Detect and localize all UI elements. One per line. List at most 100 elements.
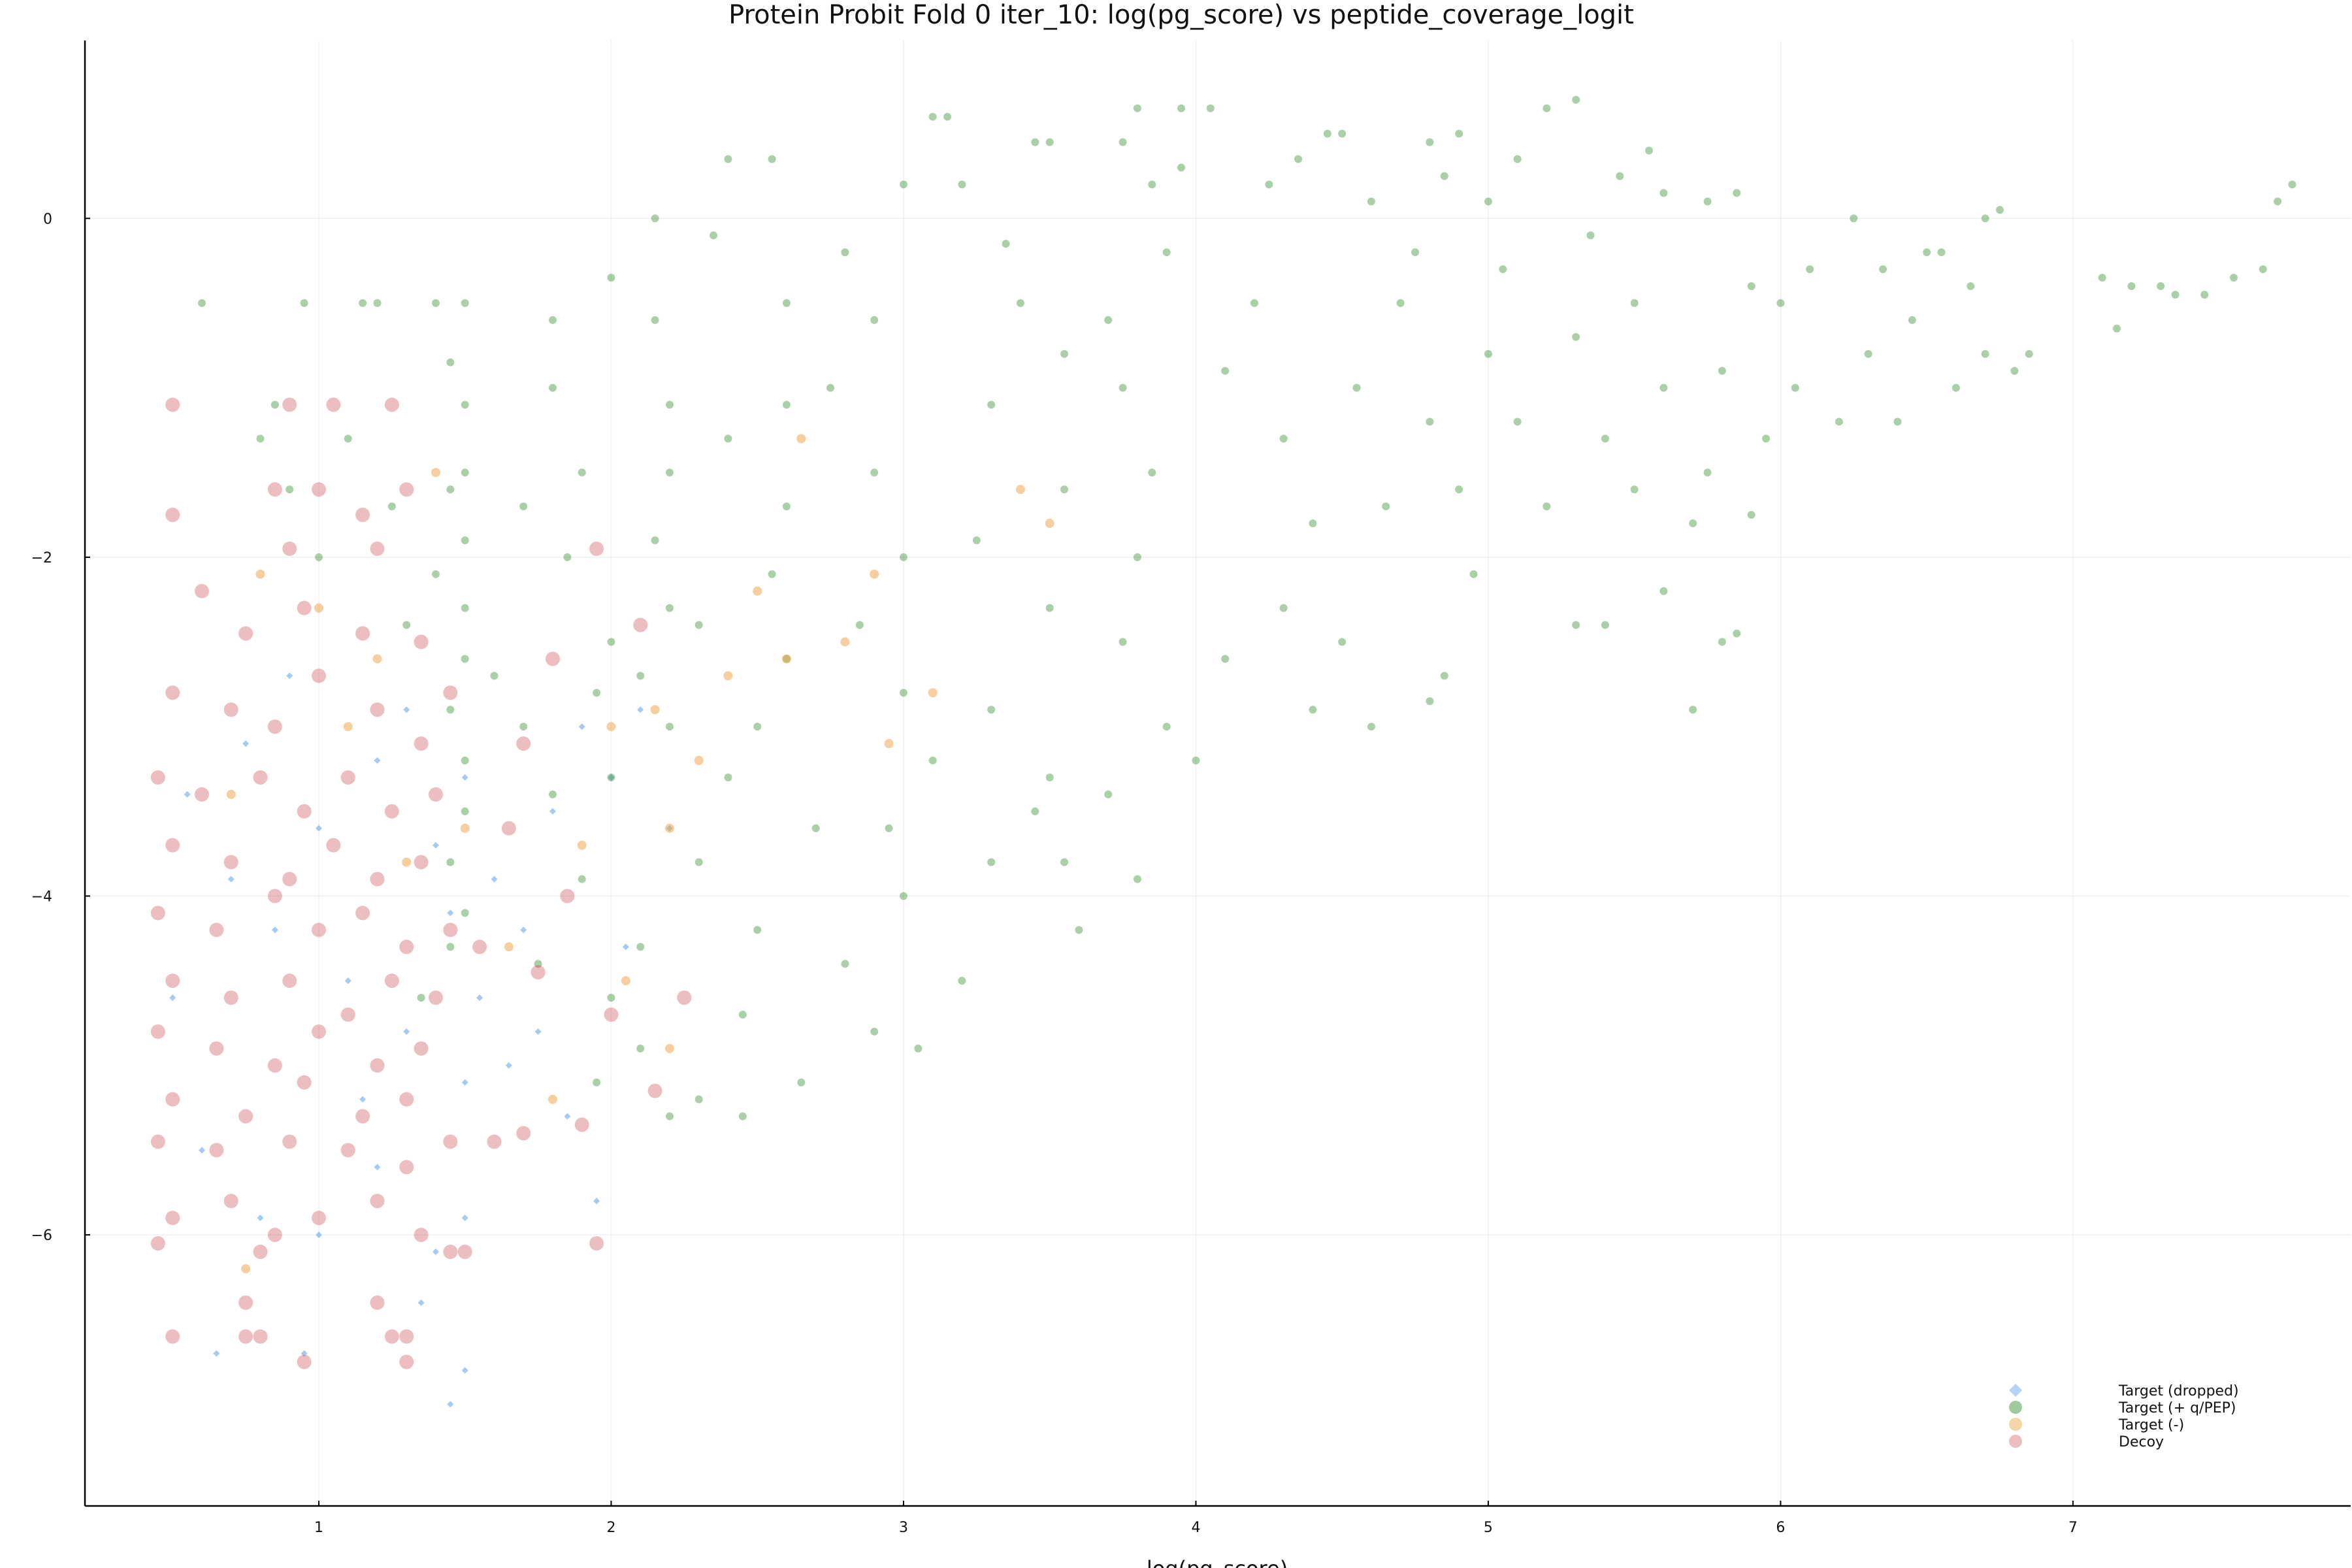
- decoy-point: [574, 1117, 589, 1132]
- target-q-pep-point: [387, 502, 396, 511]
- target-q-pep-point: [1031, 807, 1039, 815]
- chart-title: Protein Probit Fold 0 iter_10: log(pg_sc…: [728, 0, 1634, 30]
- target-q-pep-point: [1367, 197, 1375, 206]
- target-q-pep-point: [1499, 265, 1507, 274]
- target-dropped-point: [622, 943, 629, 951]
- target-q-pep-point: [1543, 104, 1551, 112]
- target-q-pep-point: [461, 604, 469, 612]
- target-q-pep-point: [914, 1044, 923, 1053]
- target-point: [431, 468, 440, 478]
- target-q-pep-point: [417, 994, 425, 1002]
- decoy-point: [282, 973, 297, 988]
- target-dropped-point: [549, 808, 556, 815]
- decoy-point: [209, 1143, 224, 1158]
- target-q-pep-point: [2288, 180, 2296, 189]
- decoy-point: [384, 973, 399, 988]
- target-q-pep-point: [1148, 468, 1156, 477]
- target-q-pep-point: [1689, 519, 1697, 528]
- target-q-pep-point: [1791, 384, 1799, 392]
- target-q-pep-point: [710, 231, 718, 240]
- x-tick-label: 3: [899, 1520, 908, 1536]
- legend-marker-target: [2009, 1418, 2022, 1431]
- target-q-pep-point: [1002, 240, 1010, 248]
- target-q-pep-point: [987, 858, 996, 866]
- target-q-pep-point: [1733, 189, 1741, 197]
- target-q-pep-point: [1601, 621, 1609, 629]
- target-point: [504, 942, 514, 952]
- target-q-pep-point: [694, 1095, 703, 1103]
- target-q-pep-point: [2113, 324, 2121, 333]
- target-q-pep-point: [519, 502, 528, 511]
- target-q-pep-point: [1119, 138, 1127, 146]
- decoy-point: [311, 1211, 326, 1226]
- decoy-point: [589, 1236, 604, 1251]
- target-q-pep-point: [1864, 350, 1872, 358]
- target-q-pep-point: [1265, 180, 1273, 189]
- target-point: [796, 434, 806, 444]
- target-q-pep-point: [1309, 706, 1317, 714]
- target-q-pep-point: [1206, 104, 1215, 112]
- decoy-point: [414, 855, 429, 870]
- target-q-pep-point: [1075, 926, 1083, 934]
- target-q-pep-point: [1455, 129, 1463, 138]
- target-point: [664, 1043, 674, 1053]
- y-tick-label: −6: [31, 1228, 52, 1244]
- target-point: [577, 840, 587, 850]
- target-q-pep-point: [1659, 189, 1668, 197]
- target-q-pep-point: [1426, 138, 1434, 146]
- target-q-pep-point: [446, 485, 455, 494]
- target-q-pep-point: [359, 299, 367, 307]
- decoy-point: [253, 1329, 268, 1344]
- target-dropped-point: [447, 909, 454, 917]
- target-q-pep-point: [431, 570, 440, 578]
- y-tick-label: 0: [43, 211, 52, 227]
- target-q-pep-point: [402, 621, 411, 629]
- target-dropped-point: [257, 1215, 264, 1222]
- target-q-pep-point: [1484, 350, 1492, 358]
- target-point: [255, 569, 265, 579]
- target-dropped-point: [271, 926, 278, 934]
- decoy-point: [150, 1134, 165, 1149]
- decoy-point: [165, 973, 180, 988]
- target-dropped-point: [564, 1113, 571, 1120]
- target-q-pep-point: [1996, 206, 2004, 214]
- decoy-point: [516, 1126, 531, 1141]
- target-q-pep-point: [1733, 629, 1741, 638]
- target-dropped-point: [432, 841, 439, 849]
- x-tick-label: 7: [2068, 1520, 2078, 1536]
- target-q-pep-point: [1045, 604, 1054, 612]
- decoy-point: [311, 668, 326, 683]
- decoy-point: [223, 855, 238, 870]
- target-q-pep-point: [1104, 316, 1113, 324]
- target-q-pep-point: [1659, 384, 1668, 392]
- decoy-point: [282, 1134, 297, 1149]
- decoy-point: [267, 1058, 282, 1073]
- decoy-point: [443, 923, 458, 938]
- decoy-point: [311, 482, 326, 497]
- target-q-pep-point: [1031, 138, 1039, 146]
- decoy-point: [633, 617, 648, 632]
- target-point: [314, 603, 323, 613]
- target-q-pep-point: [1426, 697, 1434, 706]
- decoy-point: [414, 1041, 429, 1056]
- decoy-point: [165, 685, 180, 700]
- decoy-point: [428, 990, 443, 1005]
- target-q-pep-point: [870, 316, 879, 324]
- target-q-pep-point: [2171, 290, 2180, 299]
- decoy-point: [209, 923, 224, 938]
- target-q-pep-point: [694, 621, 703, 629]
- decoy-point: [165, 1211, 180, 1226]
- decoy-point: [501, 821, 516, 836]
- decoy-point: [311, 1024, 326, 1039]
- target-q-pep-point: [870, 468, 879, 477]
- target-q-pep-point: [1747, 511, 1756, 519]
- target-q-pep-point: [1879, 265, 1887, 274]
- target-q-pep-point: [1718, 638, 1726, 646]
- decoy-point: [340, 770, 355, 785]
- decoy-point: [267, 1228, 282, 1243]
- target-q-pep-point: [885, 824, 893, 832]
- target-q-pep-point: [636, 672, 645, 680]
- decoy-point: [545, 651, 560, 666]
- target-point: [664, 823, 674, 833]
